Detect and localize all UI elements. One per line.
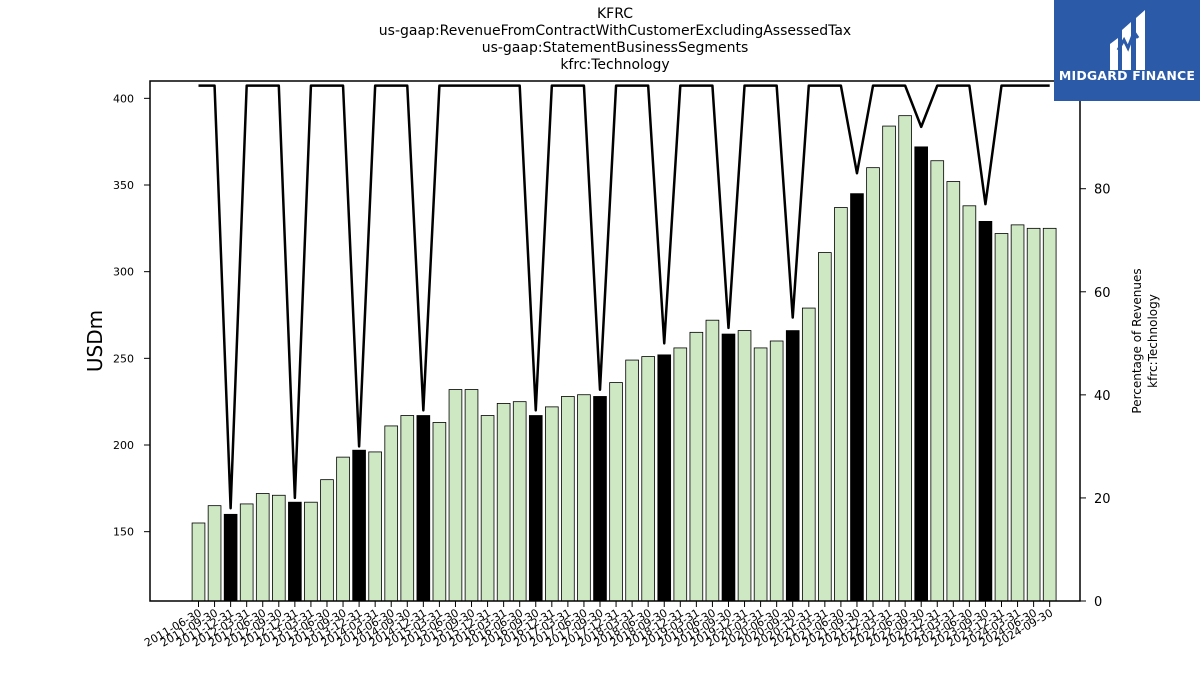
bar-2013-06-30 (320, 479, 334, 602)
bar-2020-03-31 (753, 347, 768, 602)
bar-2013-03-31 (304, 501, 318, 602)
bar-2021-12-31 (866, 167, 880, 602)
bar-2019-06-30 (705, 319, 720, 602)
x-axis-ticks: 2011-06-302011-09-302011-12-312012-03-31… (142, 601, 1055, 650)
bar-2023-12-31 (994, 233, 1009, 602)
bar-2024-03-31 (1010, 224, 1025, 602)
bar-2022-09-30 (914, 146, 928, 602)
y-tick-label: 200 (113, 439, 134, 452)
bar-2011-09-30 (207, 505, 222, 602)
bar-2016-03-31 (496, 402, 511, 602)
bar-2014-09-30 (400, 415, 415, 602)
bar-2018-12-31 (673, 347, 688, 602)
bar-2015-03-31 (432, 422, 447, 602)
brand-logo: MIDGARD FINANCE (1054, 0, 1200, 101)
right-axis-ticks: 020406080100 (1080, 80, 1119, 610)
title-axis: us-gaap:StatementBusinessSegments (481, 40, 749, 56)
bar-2012-09-30 (271, 494, 286, 602)
bar-2017-06-30 (577, 394, 591, 602)
bar-2017-12-31 (609, 382, 623, 602)
bar-2014-03-31 (368, 451, 382, 602)
y2-axis-label-line1: Percentage of Revenues (1130, 268, 1144, 413)
percentage-line-series (198, 84, 1050, 510)
bar-2017-03-31 (561, 396, 575, 602)
plot-frame (149, 80, 1081, 602)
bar-2024-09-30 (1042, 227, 1057, 602)
bar-2023-09-30 (978, 220, 993, 602)
bar-2021-03-31 (818, 252, 832, 602)
bar-2018-06-30 (641, 356, 655, 602)
bar-2019-12-31 (737, 330, 752, 602)
logo-text: MIDGARD FINANCE (1058, 68, 1196, 83)
percentage-line (198, 84, 1050, 510)
logo-mark-icon (1110, 10, 1145, 70)
bar-2016-12-31 (545, 406, 559, 602)
bar-2018-03-31 (625, 359, 639, 602)
y2-tick-label: 60 (1094, 286, 1111, 301)
bar-2023-03-31 (946, 181, 961, 602)
bar-2011-06-30 (191, 522, 206, 602)
y2-axis-label-line2: kfrc:Technology (1146, 294, 1160, 388)
bar-2021-06-30 (834, 207, 848, 602)
y-tick-label: 300 (113, 266, 134, 279)
bar-2019-09-30 (721, 333, 736, 602)
bar-2020-09-30 (785, 330, 800, 602)
y-tick-label: 400 (113, 92, 134, 105)
bar-2012-06-30 (255, 493, 270, 602)
title-metric: us-gaap:RevenueFromContractWithCustomerE… (378, 23, 852, 39)
y-tick-label: 350 (113, 179, 134, 192)
title-company: KFRC (596, 6, 634, 22)
bar-2015-09-30 (464, 389, 479, 602)
bar-2011-12-31 (223, 513, 238, 602)
bar-2022-03-31 (882, 125, 896, 602)
bar-2016-09-30 (528, 415, 543, 602)
y-tick-label: 150 (113, 526, 134, 539)
bar-2012-12-31 (288, 501, 302, 602)
bar-series (191, 115, 1057, 602)
y2-tick-label: 80 (1094, 183, 1111, 198)
bar-2017-09-30 (593, 396, 607, 602)
bar-2023-06-30 (962, 205, 977, 602)
bar-2014-12-31 (416, 415, 431, 602)
bar-2013-12-31 (352, 449, 366, 602)
bar-2021-09-30 (850, 193, 864, 602)
title-member: kfrc:Technology (560, 57, 670, 73)
bar-2020-06-30 (769, 340, 784, 602)
y2-tick-label: 20 (1094, 492, 1111, 507)
y2-tick-label: 0 (1094, 595, 1102, 610)
bar-2015-06-30 (448, 389, 463, 602)
bar-2012-03-31 (239, 503, 254, 602)
bar-2015-12-31 (480, 415, 495, 602)
bar-2018-09-30 (657, 354, 672, 602)
y-axis-label: USDm (83, 310, 107, 372)
bar-2016-06-30 (512, 401, 527, 602)
y2-tick-label: 40 (1094, 389, 1111, 404)
bar-2013-09-30 (336, 456, 350, 602)
bar-2019-03-31 (689, 331, 704, 602)
y-tick-label: 250 (113, 352, 134, 365)
bar-2022-06-30 (898, 115, 912, 602)
chart-titles: KFRC us-gaap:RevenueFromContractWithCust… (0, 6, 1200, 74)
bar-2020-12-31 (801, 307, 816, 602)
left-axis-ticks: 150 200 250 300 350 400 (113, 92, 150, 539)
bar-2022-12-31 (930, 160, 945, 602)
bar-2024-06-30 (1026, 227, 1041, 602)
bar-2014-06-30 (384, 425, 399, 602)
